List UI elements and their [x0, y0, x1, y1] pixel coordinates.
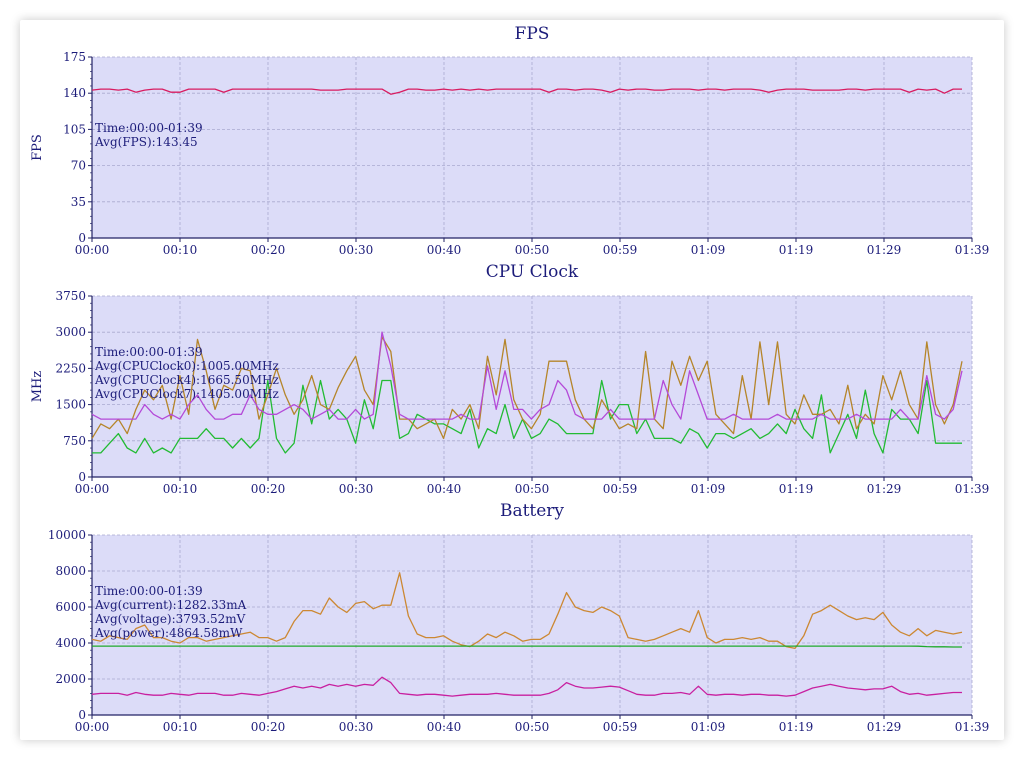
- y-tick-label: 1500: [55, 398, 86, 412]
- annotation-text: Avg(voltage):3793.52mV: [94, 612, 246, 626]
- annotation-text: Avg(current):1282.33mA: [94, 598, 247, 612]
- x-tick-label: 00:50: [515, 243, 550, 257]
- y-tick-label: 3750: [55, 289, 86, 303]
- y-tick-label: 2250: [55, 361, 86, 375]
- x-tick-label: 01:39: [955, 720, 990, 734]
- x-tick-label: 00:10: [163, 482, 198, 496]
- chart-title: CPU Clock: [486, 262, 579, 282]
- x-tick-label: 01:09: [691, 482, 726, 496]
- chart-title: Battery: [500, 501, 564, 521]
- annotation-text: Time:00:00-01:39: [95, 121, 203, 135]
- y-axis-label: FPS: [30, 134, 45, 161]
- annotation-text: Avg(CPUClock0):1005.00MHz: [94, 359, 279, 373]
- x-tick-label: 00:10: [163, 720, 198, 734]
- series-line-1: [91, 572, 963, 650]
- y-tick-label: 0: [78, 231, 86, 245]
- x-tick-label: 00:30: [339, 243, 374, 257]
- x-tick-label: 01:09: [691, 720, 726, 734]
- x-tick-label: 01:29: [867, 482, 902, 496]
- x-tick-label: 00:10: [163, 243, 198, 257]
- x-tick-label: 01:19: [779, 482, 814, 496]
- x-tick-label: 00:00: [75, 482, 110, 496]
- x-tick-label: 00:40: [427, 482, 462, 496]
- chart-title: FPS: [515, 24, 550, 44]
- annotation-text: Avg(FPS):143.45: [94, 135, 198, 149]
- y-tick-label: 3000: [55, 325, 86, 339]
- x-tick-label: 00:20: [251, 243, 286, 257]
- x-tick-label: 00:40: [427, 243, 462, 257]
- y-tick-label: 175: [63, 50, 86, 64]
- y-tick-label: 140: [63, 86, 86, 100]
- annotation-text: Time:00:00-01:39: [95, 345, 203, 359]
- x-tick-label: 01:09: [691, 243, 726, 257]
- series-line-1: [91, 88, 962, 95]
- x-tick-label: 00:20: [251, 720, 286, 734]
- y-tick-label: 8000: [55, 564, 86, 578]
- annotation-text: Avg(CPUClock7):1405.00MHz: [94, 387, 279, 401]
- x-tick-label: 01:29: [867, 243, 902, 257]
- y-tick-label: 105: [63, 122, 86, 136]
- series-line-3: [91, 676, 962, 697]
- x-tick-label: 00:50: [515, 720, 550, 734]
- y-tick-label: 10000: [48, 528, 86, 542]
- series-line-3: [91, 331, 963, 420]
- annotation-text: Avg(CPUClock4):1665.50MHz: [94, 373, 279, 387]
- x-tick-label: 00:30: [339, 720, 374, 734]
- x-tick-label: 01:19: [779, 720, 814, 734]
- y-tick-label: 70: [71, 159, 86, 173]
- y-tick-label: 0: [78, 470, 86, 484]
- x-tick-label: 00:50: [515, 482, 550, 496]
- x-tick-label: 00:59: [603, 720, 638, 734]
- x-tick-label: 00:00: [75, 720, 110, 734]
- y-tick-label: 0: [78, 708, 86, 722]
- x-tick-label: 00:59: [603, 243, 638, 257]
- x-tick-label: 00:20: [251, 482, 286, 496]
- x-tick-label: 00:30: [339, 482, 374, 496]
- annotation-text: Time:00:00-01:39: [95, 584, 203, 598]
- series-line-2: [92, 645, 962, 648]
- y-axis-label: MHz: [30, 371, 45, 403]
- x-tick-label: 00:00: [75, 243, 110, 257]
- x-tick-label: 01:39: [955, 482, 990, 496]
- y-tick-label: 35: [71, 195, 86, 209]
- annotation-text: Avg(power):4864.58mW: [94, 626, 243, 640]
- y-tick-label: 750: [63, 434, 86, 448]
- x-tick-label: 01:29: [867, 720, 902, 734]
- y-tick-label: 4000: [55, 636, 86, 650]
- x-tick-label: 01:39: [955, 243, 990, 257]
- y-tick-label: 2000: [55, 672, 86, 686]
- y-tick-label: 6000: [55, 600, 86, 614]
- x-tick-label: 00:40: [427, 720, 462, 734]
- x-tick-label: 00:59: [603, 482, 638, 496]
- series-line-2: [91, 336, 963, 440]
- x-tick-label: 01:19: [779, 243, 814, 257]
